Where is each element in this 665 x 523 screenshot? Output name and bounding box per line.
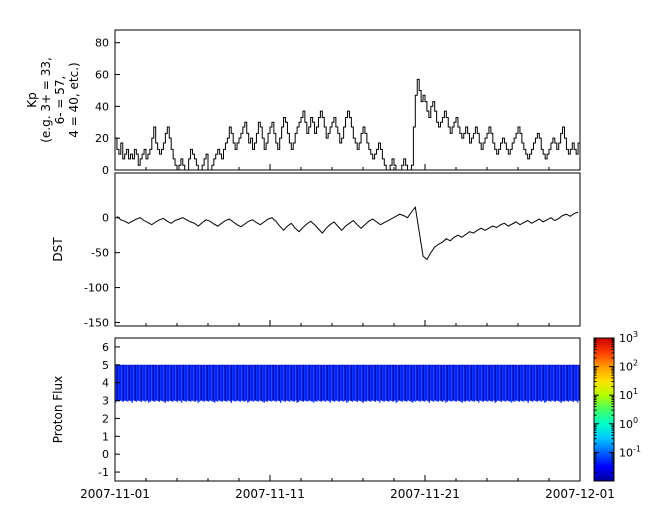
proton-flux-ylabel: Proton Flux	[51, 376, 65, 443]
y-tick-label: 6	[102, 341, 109, 354]
y-tick-label: 4	[102, 377, 109, 390]
y-tick-label: 1	[102, 430, 109, 443]
y-tick-label: 20	[95, 132, 109, 145]
proton-flux-panel	[114, 337, 581, 482]
y-tick-label: 60	[95, 69, 109, 82]
colorbar-tick-label: 100	[619, 416, 638, 431]
colorbar-tick-label: 103	[619, 330, 638, 345]
y-tick-label: 2	[102, 412, 109, 425]
x-tick-label: 2007-12-01	[545, 487, 615, 501]
kp-line	[115, 78, 580, 171]
y-tick-label: -100	[84, 282, 109, 295]
y-tick-label: 0	[102, 448, 109, 461]
colorbar-tick-label: 10-1	[619, 444, 641, 459]
colorbar-border	[593, 337, 615, 482]
y-tick-label: 0	[102, 212, 109, 225]
dst-line	[116, 206, 579, 261]
y-tick-label: -50	[91, 247, 109, 260]
y-tick-label: -1	[98, 466, 109, 479]
x-tick-label: 2007-11-01	[80, 487, 150, 501]
x-tick-label: 2007-11-21	[390, 487, 460, 501]
kp-ylabel-line: 4 = 40, etc.)	[67, 62, 81, 137]
colorbar-gradient	[594, 338, 614, 481]
kp-ylabel-line: (e.g. 3+ = 33,	[39, 57, 53, 143]
y-tick-label: -150	[84, 317, 109, 330]
kp-ylabel-line: 6- = 57,	[53, 76, 67, 125]
x-tick-label: 2007-11-11	[235, 487, 305, 501]
colorbar-tick-label: 101	[619, 387, 638, 402]
y-tick-label: 5	[102, 359, 109, 372]
y-tick-label: 40	[95, 100, 109, 113]
dst-panel	[114, 172, 581, 327]
y-tick-label: 0	[102, 164, 109, 177]
colorbar-tick-label: 102	[619, 359, 638, 374]
dst-ylabel: DST	[51, 237, 65, 262]
y-tick-label: 80	[95, 37, 109, 50]
kp-panel	[114, 29, 581, 171]
kp-ylabel-line: Kp	[25, 92, 39, 108]
y-tick-label: 3	[102, 395, 109, 408]
